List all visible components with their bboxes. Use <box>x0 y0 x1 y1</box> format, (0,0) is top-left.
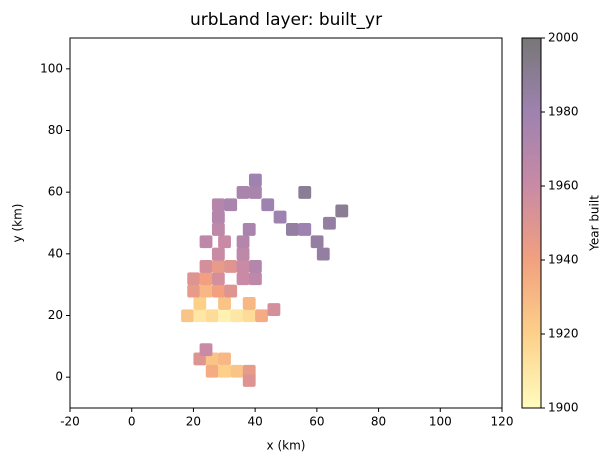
x-tick-label: 60 <box>309 415 324 429</box>
x-tick-label: 0 <box>128 415 136 429</box>
raster-cell <box>199 235 213 249</box>
raster-cell <box>248 186 262 199</box>
raster-cell <box>193 297 207 310</box>
raster-cell <box>224 260 238 273</box>
y-tick-label: 0 <box>55 370 63 384</box>
raster-cell <box>211 198 225 212</box>
x-tick-label: 40 <box>248 415 263 429</box>
raster-cell <box>242 223 256 236</box>
raster-cell <box>242 374 256 387</box>
raster-cell <box>211 210 225 224</box>
raster-cell <box>242 297 256 310</box>
raster-cell <box>298 223 312 236</box>
raster-cell <box>211 272 225 286</box>
colorbar-tick-label: 1900 <box>548 401 579 415</box>
raster-cell <box>248 272 262 286</box>
raster-cell <box>224 198 238 212</box>
raster-cell <box>236 260 250 273</box>
raster-cell <box>310 235 324 249</box>
raster-cell <box>218 309 231 323</box>
plot-frame <box>69 37 503 409</box>
raster-cell <box>224 284 238 298</box>
raster-cell <box>323 216 336 230</box>
raster-cell <box>205 309 219 323</box>
raster-cell <box>218 352 231 366</box>
raster-cell <box>199 260 213 273</box>
raster-cell <box>236 186 250 199</box>
raster-cell <box>236 247 250 261</box>
raster-cell <box>205 364 219 378</box>
raster-cell <box>193 309 207 323</box>
raster-cell <box>211 260 225 273</box>
x-axis-label: x (km) <box>267 439 306 453</box>
raster-cell <box>199 272 213 286</box>
x-tick-label: 20 <box>186 415 201 429</box>
raster-cell <box>273 210 287 224</box>
raster-cell <box>248 173 262 187</box>
raster-cell <box>218 235 231 249</box>
y-tick-label: 100 <box>40 61 63 75</box>
raster-cell <box>236 235 250 249</box>
raster-cell <box>230 364 244 378</box>
raster-cell <box>242 309 256 323</box>
raster-cell <box>286 223 299 236</box>
x-tick-label: -20 <box>60 415 80 429</box>
chart-title: urbLand layer: built_yr <box>190 10 382 30</box>
raster-cell <box>298 186 312 199</box>
raster-cell <box>316 247 330 261</box>
raster-cell <box>230 309 244 323</box>
colorbar-label: Year built <box>588 195 602 252</box>
raster-cell <box>199 343 213 357</box>
colorbar <box>521 37 542 409</box>
raster-cell <box>261 198 275 212</box>
raster-cell <box>236 272 250 286</box>
raster-cell <box>187 272 201 286</box>
raster-cell <box>248 260 262 273</box>
colorbar-tick-label: 1920 <box>548 327 579 341</box>
raster-cell <box>211 223 225 236</box>
raster-cell <box>267 303 281 316</box>
colorbar-tick-label: 2000 <box>548 31 579 45</box>
colorbar-tick-label: 1960 <box>548 179 579 193</box>
raster-cell <box>255 309 268 323</box>
y-tick-label: 80 <box>48 123 63 137</box>
raster-cell <box>211 247 225 261</box>
raster-cell <box>218 364 231 378</box>
y-tick-label: 40 <box>48 246 63 260</box>
x-tick-label: 80 <box>371 415 386 429</box>
raster-cell <box>181 309 194 323</box>
x-tick-label: 100 <box>429 415 452 429</box>
y-axis-label: y (km) <box>11 204 25 243</box>
raster-cell <box>187 284 201 298</box>
x-tick-label: 120 <box>491 415 514 429</box>
raster-cell <box>199 284 213 298</box>
raster-cell <box>211 284 225 298</box>
raster-cell <box>218 297 231 310</box>
raster-cell <box>335 204 349 218</box>
colorbar-tick-label: 1940 <box>548 253 579 267</box>
y-tick-label: 20 <box>48 308 63 322</box>
y-tick-label: 60 <box>48 185 63 199</box>
colorbar-tick-label: 1980 <box>548 105 579 119</box>
